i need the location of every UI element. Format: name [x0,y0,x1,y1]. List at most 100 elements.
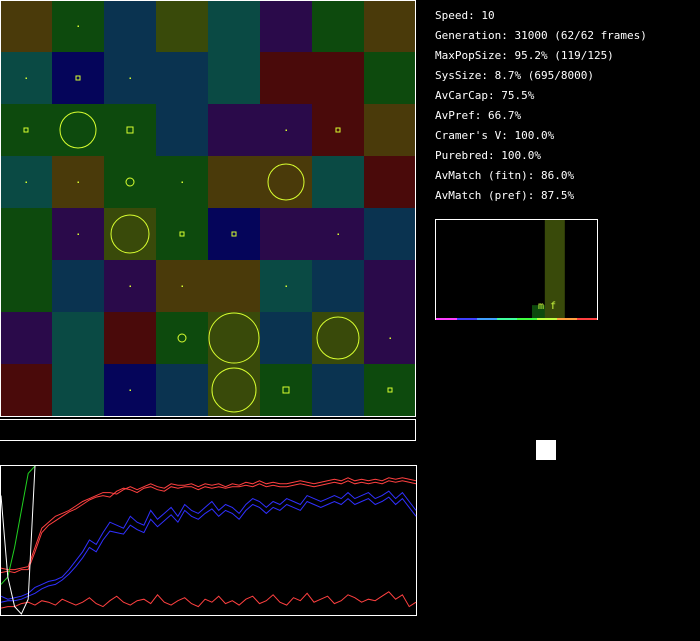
population-marker [129,77,131,79]
stat-cramers-v: Cramer's V: 100.0% [435,129,555,142]
population-marker [285,129,287,131]
world-cell[interactable] [52,260,104,312]
population-marker [179,231,185,237]
stat-speed: Speed: 10 [435,9,495,22]
world-cell[interactable] [260,208,312,260]
world-cell[interactable] [364,104,416,156]
world-cell[interactable] [156,208,208,260]
world-cell[interactable] [52,104,104,156]
world-cell[interactable] [208,104,260,156]
trait-histogram: m f [435,219,598,320]
population-marker [125,177,135,187]
population-marker [23,127,29,133]
world-cell[interactable] [208,0,260,52]
stat-purebred: Purebred: 100.0% [435,149,541,162]
world-cell[interactable] [312,312,364,364]
world-cell[interactable] [312,52,364,104]
world-cell[interactable] [364,260,416,312]
world-cell[interactable] [208,156,260,208]
population-marker [211,367,257,413]
world-cell[interactable] [260,52,312,104]
population-marker [282,386,290,394]
world-cell[interactable] [52,52,104,104]
world-cell[interactable] [312,104,364,156]
population-marker [25,77,27,79]
history-graph [0,465,417,616]
graph-series-line [0,480,417,574]
world-cell[interactable] [0,208,52,260]
world-cell[interactable] [0,364,52,416]
world-cell[interactable] [260,156,312,208]
world-cell[interactable] [156,52,208,104]
world-cell[interactable] [0,260,52,312]
population-marker [77,233,79,235]
world-cell[interactable] [364,0,416,52]
graph-series-line [0,496,417,603]
world-cell[interactable] [156,104,208,156]
histogram-frame [435,219,598,320]
histogram-mf-label: m f [538,301,556,312]
world-cell[interactable] [312,260,364,312]
stat-generation: Generation: 31000 (62/62 frames) [435,29,647,42]
population-marker [267,163,305,201]
world-cell[interactable] [208,208,260,260]
population-marker [59,111,97,149]
graph-series-line [0,465,36,585]
world-grid[interactable] [0,0,417,418]
world-cell[interactable] [364,364,416,416]
graph-frame [0,465,417,616]
population-marker [389,337,391,339]
population-marker [77,181,79,183]
world-cell[interactable] [0,0,52,52]
population-marker [337,233,339,235]
graph-series-line [0,591,417,609]
population-marker [335,127,341,133]
world-cell[interactable] [156,0,208,52]
population-marker [110,214,150,254]
world-cell[interactable] [208,312,260,364]
stat-sys-size: SysSize: 8.7% (695/8000) [435,69,594,82]
world-cell[interactable] [104,208,156,260]
world-cell[interactable] [0,104,52,156]
population-marker [181,181,183,183]
world-cell[interactable] [156,312,208,364]
population-marker [25,181,27,183]
world-cell[interactable] [364,52,416,104]
world-cell[interactable] [52,364,104,416]
stats-panel: Speed: 10 Generation: 31000 (62/62 frame… [435,6,647,206]
world-cell[interactable] [104,156,156,208]
world-cell[interactable] [208,52,260,104]
population-marker [177,333,187,343]
stat-av-pref: AvPref: 66.7% [435,109,522,122]
world-cell[interactable] [52,312,104,364]
world-cell[interactable] [156,364,208,416]
world-cell[interactable] [312,156,364,208]
population-marker [285,285,287,287]
population-marker [181,285,183,287]
graph-series-line [0,477,417,571]
stat-av-match-fitn: AvMatch (fitn): 86.0% [435,169,575,182]
stat-max-pop-size: MaxPopSize: 95.2% (119/125) [435,49,614,62]
world-cell[interactable] [0,312,52,364]
world-cell[interactable] [104,104,156,156]
population-marker [129,285,131,287]
population-marker [536,440,556,460]
world-cell[interactable] [104,312,156,364]
world-cell[interactable] [208,364,260,416]
population-marker [126,126,134,134]
population-marker [77,25,79,27]
world-cell[interactable] [312,364,364,416]
world-cell[interactable] [364,208,416,260]
population-marker [316,316,360,360]
world-frame [0,0,416,417]
world-cell[interactable] [364,156,416,208]
world-cell[interactable] [104,0,156,52]
graph-series-line [0,465,36,615]
world-cell[interactable] [260,312,312,364]
world-cell[interactable] [260,0,312,52]
world-cell[interactable] [208,260,260,312]
world-cell[interactable] [312,0,364,52]
world-cell[interactable] [260,364,312,416]
stat-av-car-cap: AvCarCap: 75.5% [435,89,535,102]
stat-av-match-pref: AvMatch (pref): 87.5% [435,189,575,202]
